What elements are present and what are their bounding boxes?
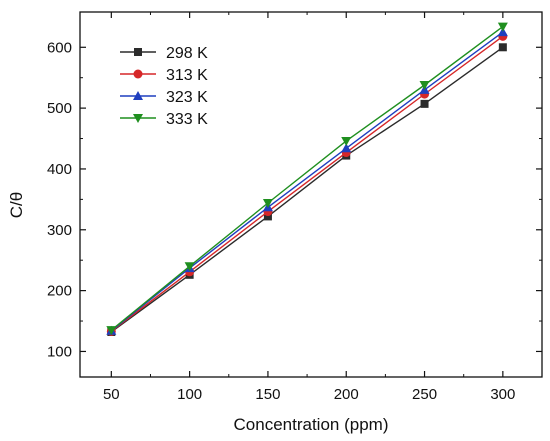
y-tick-label: 300 <box>47 222 72 239</box>
y-tick-label: 500 <box>47 100 72 117</box>
data-point <box>184 262 195 272</box>
data-point <box>263 212 272 221</box>
plot-frame <box>79 11 543 378</box>
plot-layer: 50 100 150 200 250 300 100 200 300 400 500 600 298 K… <box>47 11 543 403</box>
x-tick-label: 250 <box>412 386 437 403</box>
data-point <box>497 22 508 32</box>
data-point <box>341 136 352 146</box>
legend: 298 K 313 K 323 K 333 K <box>120 45 208 128</box>
data-point <box>420 99 429 108</box>
y-tick-label: 600 <box>47 39 72 56</box>
legend-label: 323 K <box>166 89 208 106</box>
legend-label: 313 K <box>166 67 208 84</box>
data-point <box>341 143 352 153</box>
x-tick-label: 300 <box>490 386 515 403</box>
y-tick-label: 100 <box>47 343 72 360</box>
data-point <box>106 326 117 336</box>
legend-marker <box>133 69 143 79</box>
x-axis-title: Concentration (ppm) <box>234 415 389 434</box>
series-line <box>110 35 504 332</box>
y-tick-label: 400 <box>47 161 72 178</box>
data-point <box>419 81 430 90</box>
y-axis-title: C/θ <box>7 192 26 218</box>
y-tick-label: 200 <box>47 283 72 300</box>
legend-marker <box>133 114 143 123</box>
legend-label: 298 K <box>166 45 208 62</box>
x-tick-label: 50 <box>103 386 120 403</box>
series-333-k <box>106 22 508 336</box>
series-line <box>110 26 504 331</box>
series-298-k <box>107 43 507 336</box>
legend-marker <box>133 91 143 100</box>
legend-marker <box>134 48 142 56</box>
data-point <box>498 43 507 52</box>
legend-label: 333 K <box>166 111 208 128</box>
data-point <box>262 199 273 209</box>
series-line <box>110 46 504 333</box>
x-tick-label: 200 <box>334 386 359 403</box>
series-line <box>110 31 504 332</box>
x-tick-label: 150 <box>255 386 280 403</box>
x-tick-label: 100 <box>177 386 202 403</box>
